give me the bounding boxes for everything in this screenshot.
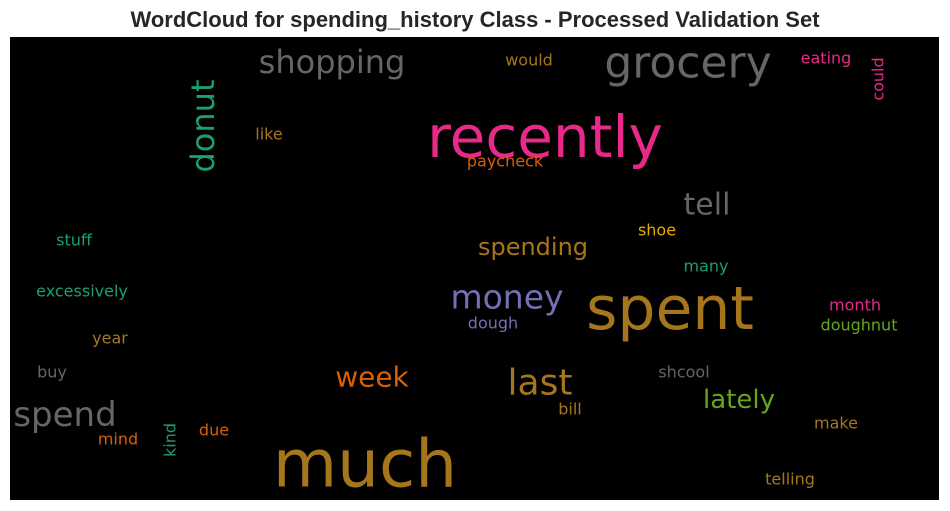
cloud-word-paycheck: paycheck	[467, 152, 544, 171]
cloud-word-telling: telling	[765, 470, 815, 489]
cloud-word-shcool: shcool	[658, 363, 709, 382]
cloud-word-spend: spend	[13, 395, 116, 435]
cloud-word-dough: dough	[468, 314, 518, 333]
cloud-word-money: money	[450, 278, 563, 317]
word-cloud-canvas: much spent recently grocery last spend money do…	[10, 37, 939, 500]
cloud-word-grocery: grocery	[604, 38, 771, 89]
cloud-word-make: make	[814, 414, 858, 433]
cloud-word-shoe: shoe	[638, 221, 676, 240]
cloud-word-eating: eating	[801, 49, 852, 68]
cloud-word-much: much	[273, 426, 457, 501]
cloud-word-last: last	[508, 363, 573, 404]
cloud-word-stuff: stuff	[56, 231, 93, 250]
cloud-word-donut: donut	[184, 80, 222, 173]
cloud-word-kind: kind	[161, 423, 180, 457]
cloud-word-tell: tell	[684, 188, 731, 223]
cloud-word-bill: bill	[558, 400, 582, 419]
cloud-word-lately: lately	[703, 385, 775, 415]
cloud-word-like: like	[255, 125, 282, 144]
cloud-word-doughnut: doughnut	[821, 316, 898, 335]
cloud-word-spent: spent	[586, 274, 754, 344]
chart-title: WordCloud for spending_history Class - P…	[130, 7, 820, 32]
word-cloud-svg: muchspentrecentlygrocerylastspendmoneydo…	[13, 38, 898, 501]
cloud-word-week: week	[335, 361, 409, 394]
cloud-word-mind: mind	[98, 430, 138, 449]
cloud-word-many: many	[684, 257, 729, 276]
cloud-word-due: due	[199, 421, 229, 440]
cloud-word-shopping: shopping	[259, 43, 406, 81]
cloud-word-year: year	[92, 329, 128, 348]
cloud-word-excessively: excessively	[36, 282, 128, 301]
cloud-word-buy: buy	[37, 363, 67, 382]
cloud-word-could: could	[869, 57, 888, 100]
cloud-word-month: month	[829, 296, 881, 315]
cloud-word-spending: spending	[478, 233, 588, 261]
cloud-word-would: would	[505, 51, 553, 70]
cloud-word-recently: recently	[427, 103, 663, 171]
